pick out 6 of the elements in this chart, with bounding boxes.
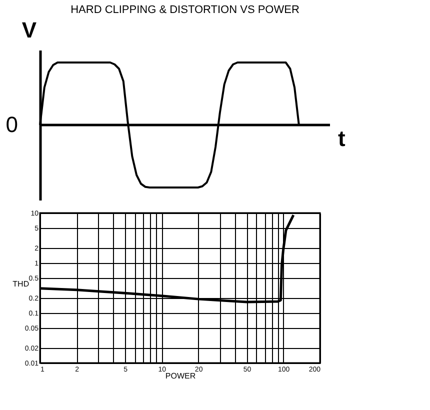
x-axis-title: t	[338, 126, 346, 151]
text: 0	[6, 112, 18, 137]
chart-title: HARD CLIPPING & DISTORTION VS POWER	[70, 4, 300, 16]
y-axis-title: THD	[12, 280, 30, 288]
x-axis-title: POWER	[165, 372, 196, 380]
y-axis-title: V	[22, 18, 37, 42]
